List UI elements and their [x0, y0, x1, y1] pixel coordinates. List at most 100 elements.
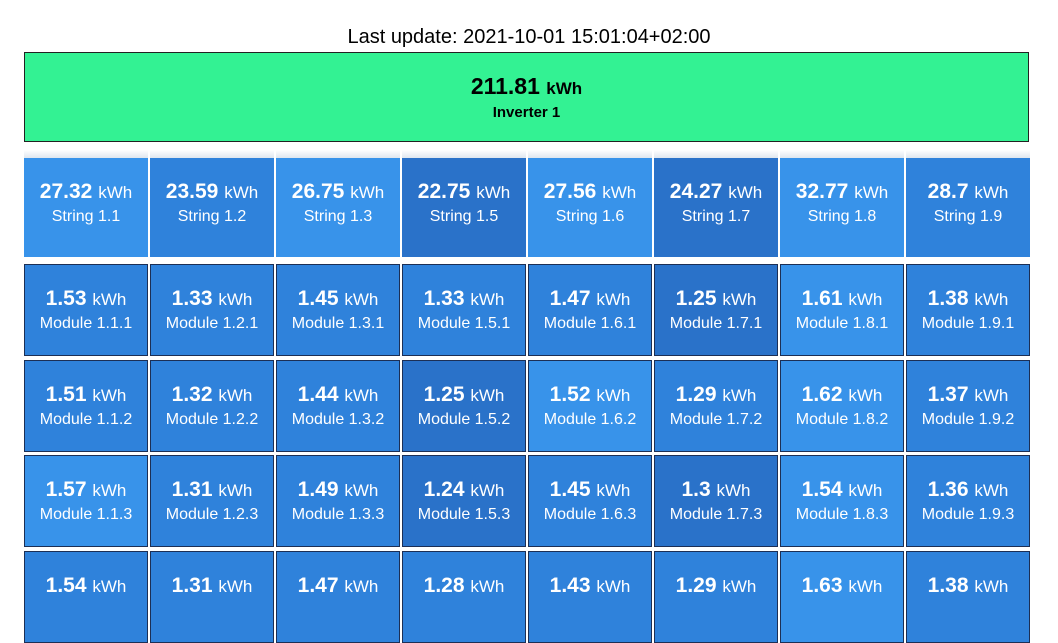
string-tile[interactable]: 23.59 kWh String 1.2	[150, 150, 274, 257]
string-energy: 26.75 kWh	[276, 180, 400, 204]
string-tile[interactable]: 27.56 kWh String 1.6	[528, 150, 652, 257]
module-energy: 1.62 kWh	[781, 383, 903, 407]
module-energy-value: 1.51	[45, 383, 87, 406]
module-tile[interactable]: 1.45 kWh Module 1.6.3	[528, 455, 652, 547]
module-tile[interactable]: 1.54 kWh	[24, 551, 148, 643]
module-name: Module 1.7.3	[669, 506, 763, 523]
module-tile[interactable]: 1.24 kWh Module 1.5.3	[402, 455, 526, 547]
module-name: Module 1.9.3	[921, 506, 1015, 523]
string-separator	[906, 150, 1030, 158]
module-tile[interactable]: 1.32 kWh Module 1.2.2	[150, 360, 274, 452]
module-energy-unit: kWh	[470, 290, 505, 309]
string-tile[interactable]: 28.7 kWh String 1.9	[906, 150, 1030, 257]
module-tile[interactable]: 1.53 kWh Module 1.1.1	[24, 264, 148, 356]
module-energy: 1.54 kWh	[25, 574, 147, 598]
module-tile[interactable]: 1.37 kWh Module 1.9.2	[906, 360, 1030, 452]
module-energy-unit: kWh	[848, 577, 883, 596]
module-energy: 1.25 kWh	[655, 287, 777, 311]
module-energy-value: 1.54	[801, 478, 843, 501]
string-energy: 22.75 kWh	[402, 180, 526, 204]
module-name: Module 1.6.1	[543, 315, 637, 332]
module-tile[interactable]: 1.29 kWh	[654, 551, 778, 643]
module-energy: 1.38 kWh	[907, 574, 1029, 598]
module-tile[interactable]: 1.47 kWh	[276, 551, 400, 643]
string-energy: 27.32 kWh	[24, 180, 148, 204]
module-energy-unit: kWh	[722, 577, 757, 596]
string-name: String 1.1	[51, 208, 121, 225]
string-tile[interactable]: 27.32 kWh String 1.1	[24, 150, 148, 257]
module-tile[interactable]: 1.25 kWh Module 1.7.1	[654, 264, 778, 356]
module-energy-value: 1.3	[681, 478, 711, 501]
string-energy-unit: kWh	[728, 183, 763, 202]
module-energy-unit: kWh	[218, 386, 253, 405]
module-energy-unit: kWh	[974, 290, 1009, 309]
module-energy-unit: kWh	[344, 481, 379, 500]
module-tile[interactable]: 1.43 kWh	[528, 551, 652, 643]
module-energy-value: 1.24	[423, 478, 465, 501]
module-tile[interactable]: 1.49 kWh Module 1.3.3	[276, 455, 400, 547]
module-tile[interactable]: 1.25 kWh Module 1.5.2	[402, 360, 526, 452]
string-energy: 28.7 kWh	[906, 180, 1030, 204]
module-energy: 1.53 kWh	[25, 287, 147, 311]
string-tile[interactable]: 24.27 kWh String 1.7	[654, 150, 778, 257]
module-tile[interactable]: 1.52 kWh Module 1.6.2	[528, 360, 652, 452]
module-tile[interactable]: 1.45 kWh Module 1.3.1	[276, 264, 400, 356]
module-tile[interactable]: 1.3 kWh Module 1.7.3	[654, 455, 778, 547]
module-tile[interactable]: 1.63 kWh	[780, 551, 904, 643]
string-energy-value: 32.77	[795, 180, 849, 203]
module-tile[interactable]: 1.51 kWh Module 1.1.2	[24, 360, 148, 452]
module-energy-unit: kWh	[596, 386, 631, 405]
module-energy-value: 1.33	[423, 287, 465, 310]
string-name: String 1.6	[555, 208, 625, 225]
string-energy-unit: kWh	[98, 183, 133, 202]
inverter-energy-value: 211.81	[470, 73, 540, 99]
string-tile-body: 27.32 kWh String 1.1	[24, 158, 148, 257]
module-energy-unit: kWh	[596, 577, 631, 596]
module-energy-value: 1.28	[423, 574, 465, 597]
module-energy: 1.57 kWh	[25, 478, 147, 502]
module-name: Module 1.8.2	[795, 411, 889, 428]
string-name: String 1.7	[681, 208, 751, 225]
string-tile[interactable]: 32.77 kWh String 1.8	[780, 150, 904, 257]
module-energy-value: 1.29	[675, 383, 717, 406]
module-tile[interactable]: 1.44 kWh Module 1.3.2	[276, 360, 400, 452]
module-energy-value: 1.53	[45, 287, 87, 310]
string-tile[interactable]: 26.75 kWh String 1.3	[276, 150, 400, 257]
inverter-tile[interactable]: 211.81 kWh Inverter 1	[24, 52, 1029, 142]
module-energy-value: 1.47	[549, 287, 591, 310]
module-tile[interactable]: 1.61 kWh Module 1.8.1	[780, 264, 904, 356]
module-tile[interactable]: 1.31 kWh	[150, 551, 274, 643]
module-tile[interactable]: 1.47 kWh Module 1.6.1	[528, 264, 652, 356]
module-energy: 1.38 kWh	[907, 287, 1029, 311]
inverter-energy: 211.81 kWh	[25, 73, 1028, 100]
module-tile[interactable]: 1.28 kWh	[402, 551, 526, 643]
module-tile[interactable]: 1.29 kWh Module 1.7.2	[654, 360, 778, 452]
string-energy-unit: kWh	[224, 183, 259, 202]
module-energy-value: 1.25	[675, 287, 717, 310]
module-energy-unit: kWh	[848, 290, 883, 309]
string-tile-body: 28.7 kWh String 1.9	[906, 158, 1030, 257]
module-energy-unit: kWh	[974, 577, 1009, 596]
module-tile[interactable]: 1.57 kWh Module 1.1.3	[24, 455, 148, 547]
module-energy-value: 1.38	[927, 287, 969, 310]
string-energy: 23.59 kWh	[150, 180, 274, 204]
string-separator	[654, 150, 778, 158]
module-tile[interactable]: 1.33 kWh Module 1.2.1	[150, 264, 274, 356]
string-energy-value: 26.75	[291, 180, 345, 203]
module-energy-unit: kWh	[722, 386, 757, 405]
module-tile[interactable]: 1.54 kWh Module 1.8.3	[780, 455, 904, 547]
string-energy: 27.56 kWh	[528, 180, 652, 204]
module-tile[interactable]: 1.62 kWh Module 1.8.2	[780, 360, 904, 452]
module-energy: 1.29 kWh	[655, 383, 777, 407]
module-name: Module 1.2.2	[165, 411, 259, 428]
string-tile-body: 27.56 kWh String 1.6	[528, 158, 652, 257]
module-tile[interactable]: 1.36 kWh Module 1.9.3	[906, 455, 1030, 547]
module-tile[interactable]: 1.38 kWh	[906, 551, 1030, 643]
string-tile[interactable]: 22.75 kWh String 1.5	[402, 150, 526, 257]
module-energy: 1.51 kWh	[25, 383, 147, 407]
module-tile[interactable]: 1.31 kWh Module 1.2.3	[150, 455, 274, 547]
string-energy-value: 27.56	[543, 180, 597, 203]
module-tile[interactable]: 1.33 kWh Module 1.5.1	[402, 264, 526, 356]
module-tile[interactable]: 1.38 kWh Module 1.9.1	[906, 264, 1030, 356]
module-energy-unit: kWh	[974, 386, 1009, 405]
